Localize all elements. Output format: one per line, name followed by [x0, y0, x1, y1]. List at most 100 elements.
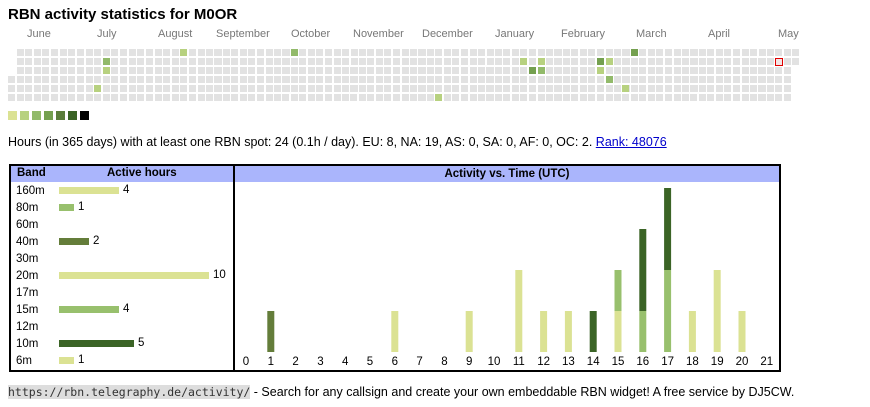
calendar-day [571, 49, 579, 56]
calendar-day [33, 85, 41, 92]
calendar-day [733, 67, 740, 74]
calendar-day-active [94, 85, 102, 92]
calendar-day [146, 85, 153, 92]
calendar-day [597, 94, 604, 101]
calendar-day [478, 58, 486, 65]
calendar-day [622, 76, 629, 83]
calendar-day [630, 67, 638, 74]
calendar-day [68, 76, 76, 83]
calendar-day [248, 49, 256, 56]
calendar-day [469, 76, 477, 83]
calendar-day [111, 67, 119, 74]
calendar-day [571, 58, 579, 65]
calendar-day [358, 76, 366, 83]
calendar-day [665, 67, 672, 74]
calendar-day [51, 85, 58, 92]
calendar-day [128, 94, 136, 101]
calendar-day [393, 49, 400, 56]
calendar-day [486, 94, 493, 101]
legend-swatch [80, 111, 89, 120]
calendar-day [206, 85, 214, 92]
calendar-day [290, 67, 298, 74]
calendar-day-active [622, 85, 629, 92]
calendar-day [59, 49, 67, 56]
calendar-day [469, 58, 477, 65]
calendar-day [588, 94, 596, 101]
calendar-day [290, 85, 298, 92]
calendar-day-active [630, 49, 638, 56]
calendar-day [59, 67, 67, 74]
calendar-day [137, 76, 145, 83]
month-label-october: October [291, 28, 331, 40]
calendar-day [68, 58, 76, 65]
calendar-day [274, 58, 282, 65]
hour-tick-label: 4 [342, 356, 349, 368]
calendar-day [758, 67, 765, 74]
band-name: 17m [16, 287, 39, 299]
calendar-day [622, 67, 629, 74]
calendar-day [783, 49, 791, 56]
calendar-day [94, 94, 102, 101]
calendar-day [571, 67, 579, 74]
footer-url-link[interactable]: https://rbn.telegraphy.de/activity/ [8, 385, 251, 399]
calendar-day [128, 76, 136, 83]
band-name: 160m [16, 185, 45, 197]
band-row: 20m 10 [11, 268, 233, 285]
calendar-day [171, 76, 179, 83]
calendar-day [189, 94, 196, 101]
calendar-day [282, 94, 289, 101]
calendar-day [189, 85, 196, 92]
calendar-day [325, 67, 332, 74]
calendar-day [42, 85, 50, 92]
rank-link[interactable]: Rank: 48076 [595, 135, 667, 149]
band-hours-bar [59, 187, 119, 194]
calendar-day [206, 94, 214, 101]
calendar-day [16, 94, 24, 101]
calendar-day [682, 67, 690, 74]
calendar-day [145, 49, 153, 56]
band-name: 10m [16, 338, 39, 350]
calendar-day [562, 76, 570, 83]
calendar-day [588, 49, 596, 56]
calendar-day [639, 49, 647, 56]
calendar-day [25, 58, 33, 65]
calendar-day [554, 76, 561, 83]
calendar-day [367, 76, 375, 83]
calendar-day [682, 76, 690, 83]
calendar-day [452, 49, 460, 56]
calendar-day [418, 58, 425, 65]
calendar-day [189, 76, 196, 83]
legend-swatch [8, 111, 17, 120]
calendar-day [486, 85, 493, 92]
calendar-day [579, 58, 587, 65]
calendar-day [562, 58, 570, 65]
calendar-day [342, 85, 350, 92]
calendar-day [605, 67, 613, 74]
band-hours-bar [59, 272, 209, 279]
band-hours-bar [59, 357, 74, 364]
calendar-day [435, 85, 443, 92]
calendar-day [469, 67, 477, 74]
calendar-day [469, 85, 477, 92]
calendar-day [248, 76, 256, 83]
calendar-day [111, 94, 119, 101]
hour-tick-label: 18 [686, 356, 699, 368]
calendar-day [299, 85, 307, 92]
calendar-day [350, 58, 358, 65]
calendar-day [393, 76, 400, 83]
calendar-day [698, 76, 706, 83]
calendar-day [384, 94, 392, 101]
page-title: RBN activity statistics for M0OR [8, 6, 238, 23]
calendar-day [486, 67, 493, 74]
calendar-day-active [102, 58, 110, 65]
calendar-day [647, 49, 655, 56]
calendar-day [248, 58, 256, 65]
calendar-day [715, 58, 723, 65]
calendar-day [410, 85, 418, 92]
calendar-day [163, 76, 171, 83]
legend-swatch [44, 111, 53, 120]
calendar-day [698, 94, 706, 101]
hour-bar-segment [713, 270, 721, 352]
calendar-day [180, 67, 188, 74]
calendar-day [333, 94, 341, 101]
